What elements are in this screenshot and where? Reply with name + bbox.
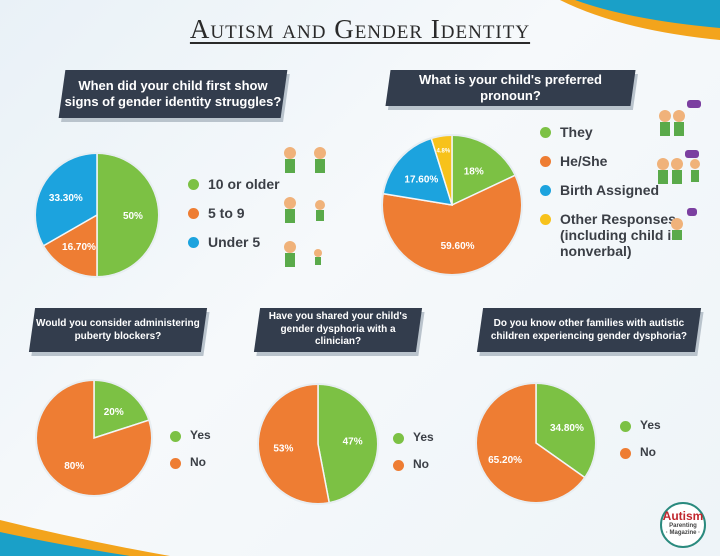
legend-label: Yes xyxy=(640,418,661,432)
legend-label: He/She xyxy=(560,153,608,169)
legend-dot-icon xyxy=(620,448,631,459)
slice-data-label: 65.20% xyxy=(488,455,522,466)
legend-label: No xyxy=(640,445,656,459)
legend-dot-icon xyxy=(393,433,404,444)
slice-data-label: 80% xyxy=(64,461,84,472)
children-illustration-icon xyxy=(284,147,326,267)
legend-item: Yes xyxy=(620,418,661,432)
autism-parenting-logo: Autism Parenting · Magazine · xyxy=(660,502,706,548)
slice-data-label: 33.30% xyxy=(49,193,83,204)
slice-data-label: 20% xyxy=(104,407,124,418)
legend-dot-icon xyxy=(540,127,551,138)
legend-dot-icon xyxy=(188,208,199,219)
legend-label: 5 to 9 xyxy=(208,205,245,221)
legend-item: 5 to 9 xyxy=(188,205,280,221)
slice-data-label: 16.70% xyxy=(62,242,96,253)
chart-legend: Yes No xyxy=(393,430,434,484)
legend-item: Yes xyxy=(393,430,434,444)
slice-data-label: 47% xyxy=(343,437,363,448)
chart-legend: Yes No xyxy=(170,428,211,482)
children-speech-illustration-icon xyxy=(657,100,701,240)
slice-data-label: 4.8% xyxy=(437,148,451,154)
slice-data-label: 17.60% xyxy=(404,174,438,185)
legend-item: No xyxy=(170,455,211,469)
slice-data-label: 50% xyxy=(123,211,143,222)
legend-dot-icon xyxy=(540,156,551,167)
chart-legend: They He/She Birth Assigned Other Responses … xyxy=(540,124,700,272)
legend-label: Yes xyxy=(190,428,211,442)
legend-label: Other Responses (including child is nonv… xyxy=(560,211,679,259)
legend-item: Yes xyxy=(170,428,211,442)
slice-data-label: 59.60% xyxy=(441,241,475,252)
legend-label: 10 or older xyxy=(208,176,280,192)
slice-data-label: 53% xyxy=(273,443,293,454)
chart-legend: 10 or older 5 to 9 Under 5 xyxy=(188,176,280,263)
legend-dot-icon xyxy=(393,460,404,471)
legend-label: Under 5 xyxy=(208,234,261,250)
legend-dot-icon xyxy=(540,214,551,225)
legend-dot-icon xyxy=(188,179,199,190)
legend-label: No xyxy=(190,455,206,469)
legend-item: They xyxy=(540,124,700,140)
legend-dot-icon xyxy=(170,458,181,469)
legend-label: No xyxy=(413,457,429,471)
legend-item: Other Responses (including child is nonv… xyxy=(540,211,700,259)
legend-label: Birth Assigned xyxy=(560,182,660,198)
legend-label: They xyxy=(560,124,593,140)
legend-dot-icon xyxy=(170,431,181,442)
page-title: Autism and Gender Identity xyxy=(189,14,531,44)
slice-data-label: 18% xyxy=(464,167,484,178)
legend-dot-icon xyxy=(188,237,199,248)
legend-item: He/She xyxy=(540,153,700,169)
legend-item: No xyxy=(620,445,661,459)
pie-slice xyxy=(257,383,331,505)
legend-item: 10 or older xyxy=(188,176,280,192)
legend-item: No xyxy=(393,457,434,471)
legend-item: Birth Assigned xyxy=(540,182,700,198)
chart-legend: Yes No xyxy=(620,418,661,472)
legend-item: Under 5 xyxy=(188,234,280,250)
legend-label: Yes xyxy=(413,430,434,444)
legend-dot-icon xyxy=(540,185,551,196)
legend-dot-icon xyxy=(620,421,631,432)
slice-data-label: 34.80% xyxy=(550,423,584,434)
